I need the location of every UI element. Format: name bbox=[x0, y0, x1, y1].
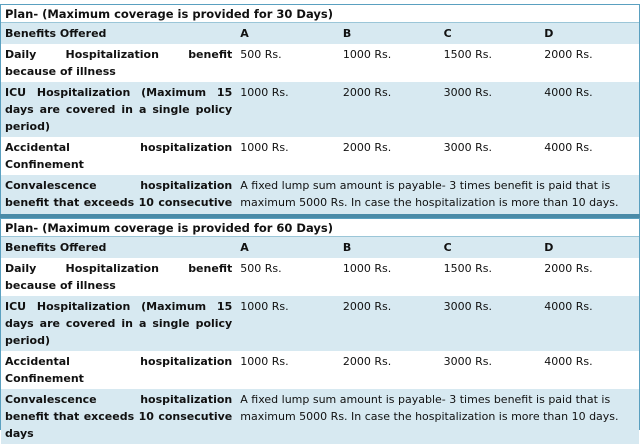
value-a: 1000 Rs. bbox=[240, 355, 289, 368]
value-a: 1000 Rs. bbox=[240, 300, 289, 313]
header-a: A bbox=[240, 241, 249, 254]
value-d: 4000 Rs. bbox=[544, 141, 593, 154]
benefit-label: Convalescence hospitalization benefit th… bbox=[5, 393, 233, 440]
value-a: 1000 Rs. bbox=[240, 86, 289, 99]
benefit-label: Daily Hospitalization benefit because of… bbox=[5, 48, 233, 78]
convalescence-description: A fixed lump sum amount is payable- 3 ti… bbox=[240, 179, 619, 209]
section-divider bbox=[0, 214, 640, 218]
table-row: ICU Hospitalization (Maximum 15 days are… bbox=[1, 296, 639, 351]
benefit-label: ICU Hospitalization (Maximum 15 days are… bbox=[5, 300, 233, 347]
table-header-row: Benefits Offered A B C D bbox=[1, 237, 639, 258]
header-a: A bbox=[240, 27, 249, 40]
table-row: Accidental hospitalization Confinement 1… bbox=[1, 137, 639, 175]
value-a: 1000 Rs. bbox=[240, 141, 289, 154]
benefit-label: ICU Hospitalization (Maximum 15 days are… bbox=[5, 86, 233, 133]
header-d: D bbox=[544, 241, 554, 254]
table-row: ICU Hospitalization (Maximum 15 days are… bbox=[1, 82, 639, 137]
value-b: 2000 Rs. bbox=[342, 141, 392, 154]
table-row: Accidental hospitalization Confinement 1… bbox=[1, 351, 639, 389]
value-c: 1500 Rs. bbox=[443, 48, 492, 61]
value-c: 3000 Rs. bbox=[443, 86, 492, 99]
value-b: 1000 Rs. bbox=[342, 48, 392, 61]
value-c: 3000 Rs. bbox=[443, 141, 492, 154]
header-c: C bbox=[443, 241, 452, 254]
convalescence-description: A fixed lump sum amount is payable- 3 ti… bbox=[240, 393, 619, 423]
plan-table-30-days: Plan- (Maximum coverage is provided for … bbox=[0, 4, 640, 230]
benefit-label: Accidental hospitalization Confinement bbox=[5, 355, 233, 385]
value-c: 3000 Rs. bbox=[443, 355, 492, 368]
value-d: 2000 Rs. bbox=[544, 48, 593, 61]
plan-title: Plan- (Maximum coverage is provided for … bbox=[1, 219, 639, 237]
value-a: 500 Rs. bbox=[240, 48, 282, 61]
table-row: Daily Hospitalization benefit because of… bbox=[1, 44, 639, 82]
header-b: B bbox=[342, 241, 352, 254]
table-header-row: Benefits Offered A B C D bbox=[1, 23, 639, 44]
value-b: 1000 Rs. bbox=[342, 262, 392, 275]
header-benefits: Benefits Offered bbox=[5, 27, 107, 40]
header-benefits: Benefits Offered bbox=[5, 241, 107, 254]
value-c: 1500 Rs. bbox=[443, 262, 492, 275]
plan-title: Plan- (Maximum coverage is provided for … bbox=[1, 5, 639, 23]
value-c: 3000 Rs. bbox=[443, 300, 492, 313]
value-d: 4000 Rs. bbox=[544, 355, 593, 368]
benefit-label: Daily Hospitalization benefit because of… bbox=[5, 262, 233, 292]
plan-table-60-days: Plan- (Maximum coverage is provided for … bbox=[0, 218, 640, 444]
value-d: 4000 Rs. bbox=[544, 86, 593, 99]
header-d: D bbox=[544, 27, 554, 40]
document-page: Plan- (Maximum coverage is provided for … bbox=[0, 4, 640, 444]
value-a: 500 Rs. bbox=[240, 262, 282, 275]
header-b: B bbox=[342, 27, 352, 40]
value-d: 2000 Rs. bbox=[544, 262, 593, 275]
value-b: 2000 Rs. bbox=[342, 86, 392, 99]
table-row: Daily Hospitalization benefit because of… bbox=[1, 258, 639, 296]
table-row-convalescence: Convalescence hospitalization benefit th… bbox=[1, 389, 639, 444]
benefit-label: Convalescence hospitalization benefit th… bbox=[5, 179, 233, 226]
header-c: C bbox=[443, 27, 452, 40]
value-d: 4000 Rs. bbox=[544, 300, 593, 313]
value-b: 2000 Rs. bbox=[342, 355, 392, 368]
benefit-label: Accidental hospitalization Confinement bbox=[5, 141, 233, 171]
value-b: 2000 Rs. bbox=[342, 300, 392, 313]
